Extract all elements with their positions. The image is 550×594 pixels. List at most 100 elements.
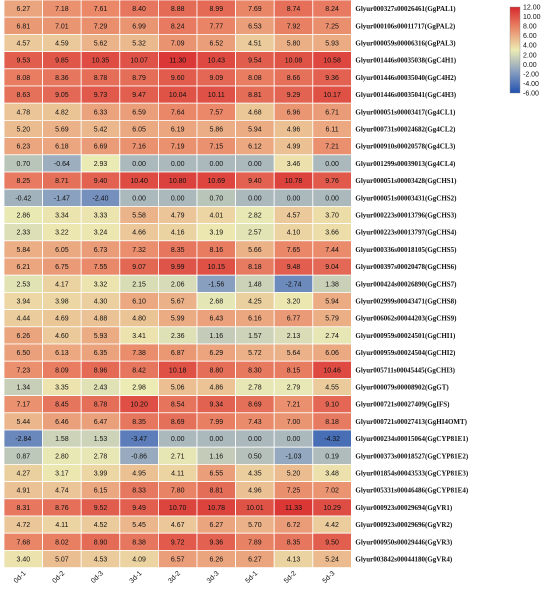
cell-value-label: 9.47 <box>132 92 146 99</box>
cell-value-label: 5.69 <box>55 127 69 134</box>
cell-value-label: 10.58 <box>323 58 341 65</box>
cell-value-label: 11.33 <box>285 505 302 512</box>
cell-value-label: 2.68 <box>209 299 223 306</box>
cell-value-label: 7.92 <box>287 23 301 30</box>
cell-value-label: 0.00 <box>325 161 339 168</box>
colorbar-tick-label: 10.00 <box>523 14 541 21</box>
cell-value-label: 4.53 <box>94 557 108 564</box>
cell-value-label: 10.40 <box>130 178 148 185</box>
cell-value-label: 0.00 <box>287 195 301 202</box>
cell-value-label: 4.80 <box>132 316 146 323</box>
cell-value-label: 1.57 <box>248 333 262 340</box>
cell-value-label: 2.33 <box>16 230 30 237</box>
cell-value-label: 0.00 <box>132 195 146 202</box>
cell-value-label: 11.30 <box>169 58 186 65</box>
cell-value-label: 6.05 <box>55 247 69 254</box>
cell-value-label: 0.00 <box>287 436 301 443</box>
row-label: Glyur006062s00044203(GgCHS9) <box>355 315 457 323</box>
cell-value-label: -4.32 <box>324 436 340 443</box>
cell-value-label: 8.02 <box>55 539 69 546</box>
cell-value-label: 5.42 <box>94 127 108 134</box>
cell-value-label: 4.60 <box>55 333 69 340</box>
cell-value-label: 6.23 <box>16 144 30 151</box>
cell-value-label: 10.78 <box>208 505 226 512</box>
cell-value-label: 0.00 <box>171 195 185 202</box>
cell-value-label: 8.25 <box>16 178 30 185</box>
cell-value-label: 3.99 <box>94 471 108 478</box>
row-label: Glyur000959s00024504(GgCHI2) <box>355 349 456 357</box>
cell-value-label: 10.29 <box>323 505 341 512</box>
cell-value-label: 9.36 <box>209 539 223 546</box>
cell-value-label: 4.78 <box>16 109 30 116</box>
cell-value-label: 7.21 <box>287 402 301 409</box>
cell-value-label: 1.58 <box>55 436 69 443</box>
cell-value-label: 10.01 <box>246 505 264 512</box>
cell-value-label: 0.00 <box>209 161 223 168</box>
row-label: Glyur000721s00027409(GgIFS) <box>355 401 450 409</box>
row-label: Glyur000234s00015064(GgCYP81E1) <box>355 435 468 443</box>
cell-value-label: 4.68 <box>248 109 262 116</box>
cell-value-label: 0.19 <box>325 453 339 460</box>
cell-value-label: 6.75 <box>55 264 69 271</box>
row-label: Glyur000731s00024682(Gg4CL2) <box>355 126 456 134</box>
cell-value-label: 8.76 <box>55 505 69 512</box>
cell-value-label: 4.79 <box>171 213 185 220</box>
cell-value-label: 8.66 <box>287 75 301 82</box>
cell-value-label: 7.17 <box>16 402 30 409</box>
cell-value-label: 2.78 <box>94 453 108 460</box>
cell-value-label: 8.35 <box>287 539 301 546</box>
cell-value-label: 8.24 <box>171 23 185 30</box>
cell-value-label: -2.74 <box>286 281 302 288</box>
colorbar: 12.00 10.00 8.00 6.00 4.00 2.00 0.00 -2.00 -4.00… <box>509 5 541 98</box>
row-label: Glyur000223s00013797(GgCHS4) <box>355 229 457 237</box>
cell-value-label: 6.13 <box>55 350 69 357</box>
cell-value-label: 1.48 <box>248 281 262 288</box>
cell-value-label: 10.07 <box>130 58 148 65</box>
cell-value-label: 10.08 <box>285 58 303 65</box>
colorbar-tick-label: -6.00 <box>523 91 539 98</box>
heatmap-cells: 6.27 7.18 7.61 8.40 8.88 8.99 7.69 8.74 8.24 6.81… <box>3 0 352 569</box>
cell-value-label: 4.69 <box>55 316 69 323</box>
cell-value-label: 6.69 <box>94 144 108 151</box>
row-labels: Glyur000327s00026461(GgPAL1) Glyur000106s… <box>355 5 468 563</box>
cell-value-label: 5.58 <box>132 213 146 220</box>
cell-value-label: 7.65 <box>287 247 301 254</box>
column-label: 3d-2 <box>167 570 182 585</box>
cell-value-label: 3.20 <box>287 299 301 306</box>
cell-value-label: 4.88 <box>94 316 108 323</box>
row-label: Glyur000051s00003417(Gg4CL1) <box>355 108 456 116</box>
cell-value-label: 3.94 <box>16 299 30 306</box>
cell-value-label: 5.64 <box>287 350 301 357</box>
cell-value-label: 5.94 <box>248 127 262 134</box>
cell-value-label: 0.00 <box>209 436 223 443</box>
cell-value-label: 4.96 <box>287 127 301 134</box>
cell-value-label: 8.74 <box>287 6 301 13</box>
row-label: Glyur001446s00035038(GgC4H1) <box>355 57 456 65</box>
row-label: Glyur000327s00026461(GgPAL1) <box>355 5 456 13</box>
cell-value-label: 8.45 <box>55 402 69 409</box>
row-label: Glyur005331s00046486(GgCYP81E4) <box>355 487 468 495</box>
cell-value-label: 10.43 <box>208 58 226 65</box>
cell-value-label: 8.08 <box>248 75 262 82</box>
cell-value-label: 8.35 <box>132 419 146 426</box>
cell-value-label: 4.35 <box>248 471 262 478</box>
cell-value-label: 0.87 <box>16 453 30 460</box>
cell-value-label: 10.78 <box>285 178 303 185</box>
cell-value-label: 8.16 <box>209 247 223 254</box>
cell-value-label: 8.96 <box>94 367 108 374</box>
cell-value-label: 2.78 <box>248 385 262 392</box>
cell-value-label: 9.54 <box>248 58 262 65</box>
cell-value-label: -1.56 <box>208 281 224 288</box>
cell-value-label: 10.18 <box>169 367 187 374</box>
cell-value-label: 10.17 <box>323 92 341 99</box>
cell-value-label: 5.86 <box>209 127 223 134</box>
cell-value-label: 5.84 <box>16 247 30 254</box>
cell-value-label: 6.53 <box>248 23 262 30</box>
cell-value-label: 7.38 <box>132 350 146 357</box>
cell-value-label: 6.16 <box>248 316 262 323</box>
cell-value-label: 0.00 <box>248 195 262 202</box>
cell-value-label: 6.18 <box>55 144 69 151</box>
cell-value-label: 3.41 <box>132 333 146 340</box>
cell-value-label: 4.01 <box>209 213 223 220</box>
row-label: Glyur000721s00027413(GgHI4OMT) <box>355 418 467 426</box>
